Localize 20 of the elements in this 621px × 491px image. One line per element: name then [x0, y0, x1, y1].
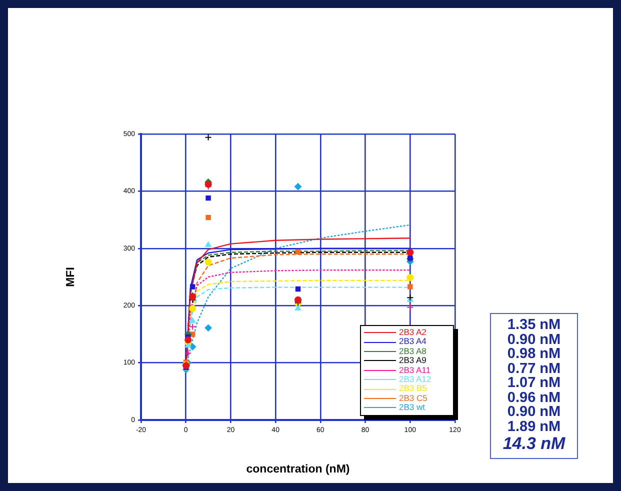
- text: 1.89 nM: [506, 418, 562, 434]
- text: 0.98 nM: [506, 346, 562, 362]
- legend-label: 2B3 B5: [399, 383, 427, 394]
- text: 0.90 nM: [506, 404, 562, 420]
- text: 1.35 nM: [506, 317, 562, 333]
- legend-label: 2B3 A8: [399, 346, 426, 356]
- text: 0.77 nM: [506, 360, 562, 376]
- text: 0.96 nM: [506, 390, 562, 406]
- legend-label: 2B3 C5: [399, 392, 428, 404]
- text: 0.90 nM: [506, 332, 562, 348]
- legend-label: 2B3 A4: [399, 336, 426, 347]
- text: 14.3 nM: [502, 434, 566, 453]
- text: 1.07 nM: [506, 375, 562, 391]
- y-axis-title: MFI: [65, 267, 78, 287]
- x-axis-title: concentration (nM): [246, 463, 350, 476]
- legend-label: 2B3 A11: [399, 364, 431, 376]
- legend-label: 2B3 wt: [399, 402, 425, 413]
- legend-label: 2B3 A9: [399, 355, 426, 366]
- legend-label: 2B3 A2: [399, 327, 426, 338]
- legend-label: 2B3 A12: [399, 374, 432, 384]
